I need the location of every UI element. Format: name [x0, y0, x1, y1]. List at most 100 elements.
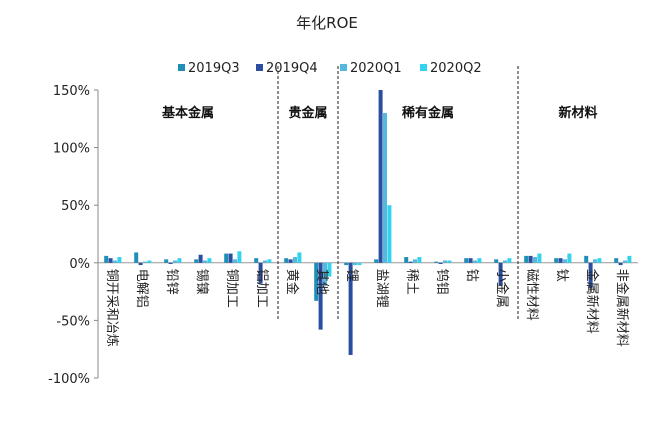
bar	[468, 258, 473, 263]
category-label: 铜开采和冶炼	[104, 269, 119, 347]
bar	[357, 262, 362, 266]
bar	[203, 260, 207, 263]
category-label: 锂	[344, 269, 359, 282]
bar	[494, 259, 499, 263]
bar	[383, 113, 387, 263]
bar	[498, 262, 503, 286]
bar	[254, 258, 259, 263]
group-label: 基本金属	[161, 105, 214, 121]
bar	[147, 260, 152, 263]
bar	[108, 258, 113, 263]
bar	[507, 258, 512, 263]
bar	[593, 259, 597, 263]
legend-label-2019Q3: 2019Q3	[188, 61, 240, 76]
bar	[353, 262, 357, 266]
category-label: 黄金	[284, 269, 300, 295]
bar	[168, 262, 173, 264]
category-label: 金属新材料	[584, 269, 600, 334]
bar	[447, 260, 452, 263]
category-label: 铝加工	[254, 269, 269, 308]
bar	[164, 259, 169, 263]
category-label: 铅锌	[164, 269, 179, 295]
bar	[348, 262, 353, 355]
y-tick-label: 100%	[53, 142, 90, 157]
bar	[378, 90, 383, 263]
bar	[318, 262, 323, 330]
y-tick-label: -50%	[56, 314, 90, 329]
category-label: 非金属新材料	[614, 269, 630, 347]
y-tick-label: 0%	[69, 257, 90, 272]
bar	[267, 259, 272, 263]
bar	[344, 262, 349, 266]
bar	[284, 258, 289, 263]
bar	[387, 205, 392, 263]
bar	[503, 260, 507, 263]
bar	[597, 258, 602, 263]
bar	[138, 262, 143, 266]
bar	[477, 258, 482, 263]
bar	[563, 259, 567, 263]
bar	[263, 260, 267, 263]
bar	[473, 260, 477, 263]
legend-swatch-2019Q4	[256, 64, 263, 71]
bar	[237, 251, 242, 263]
bar	[623, 260, 627, 263]
bar	[537, 253, 542, 263]
bar	[173, 260, 177, 263]
legend-label-2019Q4: 2019Q4	[266, 61, 318, 76]
y-tick-label: -100%	[48, 372, 90, 387]
bar	[314, 262, 319, 301]
bar	[443, 260, 447, 263]
bar	[194, 259, 199, 263]
bar	[233, 259, 237, 263]
group-label: 稀有金属	[402, 105, 454, 121]
bar	[413, 259, 417, 263]
category-label: 铜加工	[224, 269, 239, 308]
category-label: 稀土	[404, 269, 419, 295]
legend-label-2020Q2: 2020Q2	[430, 61, 482, 76]
bar	[228, 253, 233, 263]
bars	[104, 90, 632, 355]
bar	[323, 262, 327, 286]
group-dividers	[277, 66, 519, 320]
bar	[584, 255, 589, 263]
bar	[177, 258, 182, 263]
category-label: 钴	[464, 269, 479, 282]
category-label: 电解铝	[134, 269, 149, 308]
bar	[288, 259, 293, 263]
bar	[117, 257, 122, 263]
bar	[104, 255, 109, 263]
bar	[417, 257, 422, 263]
chart-title: 年化ROE	[296, 14, 358, 32]
bar	[374, 259, 379, 263]
bar	[293, 257, 297, 263]
bar	[554, 258, 559, 263]
bar	[438, 262, 443, 264]
bar	[627, 255, 632, 263]
bar	[614, 258, 619, 263]
bar	[113, 260, 117, 263]
bar	[143, 261, 147, 263]
category-label: 钨钼	[434, 269, 450, 295]
bar	[297, 252, 302, 263]
bar	[224, 253, 229, 263]
bar	[533, 257, 537, 263]
group-label: 新材料	[558, 105, 597, 121]
bar	[618, 262, 623, 266]
y-axis: 150% 100% 50% 0% -50% -100%	[48, 84, 638, 387]
category-label: 磁性材料	[524, 269, 539, 321]
category-label: 钛	[554, 269, 569, 282]
bar	[404, 257, 409, 263]
category-label: 其他	[314, 269, 329, 295]
bar	[408, 261, 413, 263]
y-tick-label: 150%	[53, 84, 90, 99]
legend-swatch-2020Q2	[420, 64, 427, 71]
bar	[524, 255, 529, 263]
y-tick-label: 50%	[61, 199, 90, 214]
legend-label-2020Q1: 2020Q1	[350, 61, 402, 76]
category-label: 盐湖锂	[374, 269, 389, 308]
legend-swatch-2020Q1	[340, 64, 347, 71]
bar	[588, 262, 593, 289]
category-label: 小金属	[494, 269, 510, 308]
